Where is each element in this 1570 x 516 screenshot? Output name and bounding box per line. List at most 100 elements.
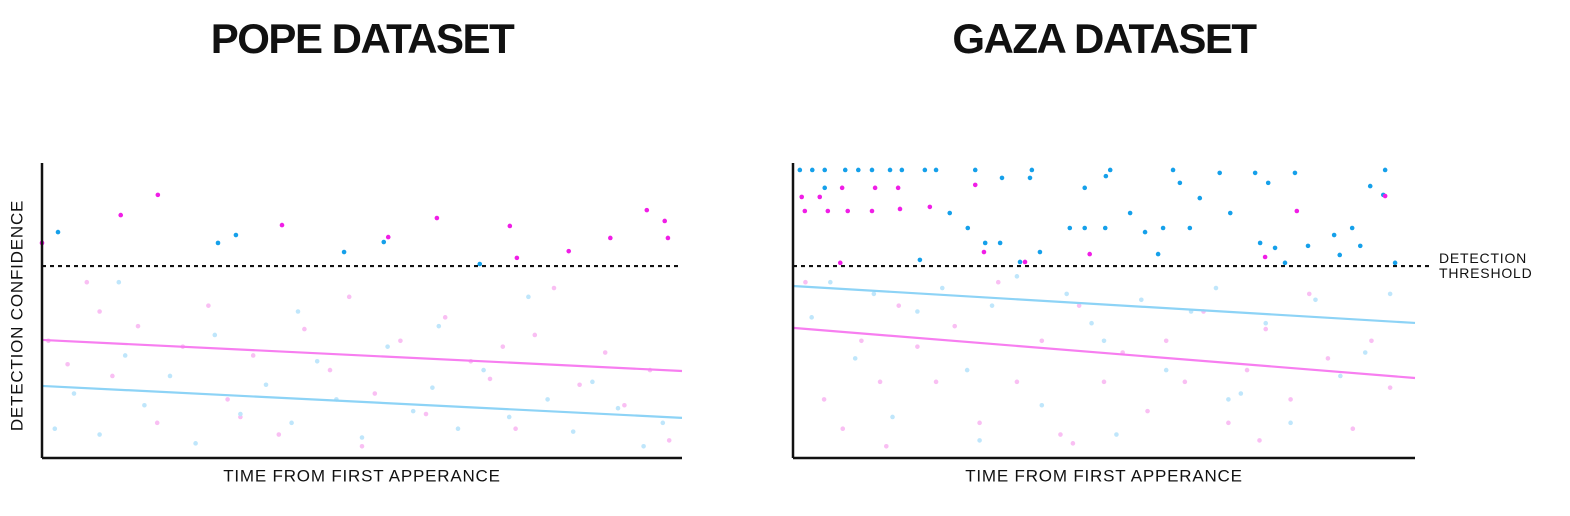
data-point bbox=[602, 350, 608, 355]
data-point bbox=[917, 257, 923, 263]
data-point bbox=[1331, 232, 1337, 238]
data-point bbox=[809, 315, 814, 320]
data-point bbox=[1029, 167, 1035, 173]
data-point bbox=[797, 167, 803, 173]
data-point bbox=[1226, 420, 1231, 426]
data-point bbox=[118, 212, 124, 218]
data-point bbox=[1362, 350, 1368, 355]
data-point bbox=[1367, 183, 1373, 189]
data-point bbox=[887, 167, 893, 173]
data-point bbox=[570, 429, 576, 434]
data-point bbox=[566, 248, 572, 254]
data-point bbox=[641, 443, 646, 449]
data-point bbox=[514, 255, 520, 261]
data-point bbox=[965, 225, 971, 231]
data-point bbox=[799, 194, 805, 200]
data-point bbox=[972, 182, 978, 188]
data-point bbox=[142, 402, 147, 408]
data-point bbox=[803, 279, 808, 285]
data-point bbox=[545, 397, 550, 402]
data-point bbox=[1305, 243, 1311, 249]
data-point bbox=[1349, 225, 1355, 231]
data-point bbox=[506, 414, 512, 420]
data-point bbox=[65, 361, 70, 367]
data-point bbox=[1082, 225, 1088, 231]
data-point bbox=[1102, 225, 1108, 231]
data-point bbox=[608, 235, 613, 241]
data-point bbox=[71, 391, 77, 396]
data-point bbox=[385, 234, 391, 240]
data-point bbox=[481, 367, 486, 373]
data-point bbox=[890, 414, 895, 420]
data-point bbox=[110, 373, 115, 379]
data-point bbox=[1313, 297, 1318, 303]
data-point bbox=[381, 239, 387, 245]
data-point bbox=[442, 315, 448, 320]
data-point bbox=[1101, 338, 1107, 344]
data-point bbox=[1076, 303, 1082, 308]
data-point bbox=[1114, 432, 1119, 437]
data-point bbox=[1064, 291, 1069, 297]
data-point bbox=[897, 206, 903, 212]
data-point bbox=[822, 167, 828, 173]
data-point bbox=[167, 373, 173, 379]
data-point bbox=[455, 426, 461, 432]
data-point bbox=[410, 408, 416, 414]
data-point bbox=[1187, 225, 1193, 231]
data-point bbox=[915, 344, 920, 349]
data-point bbox=[1263, 320, 1269, 326]
data-point bbox=[193, 441, 198, 446]
data-point bbox=[825, 208, 831, 214]
data-point bbox=[802, 208, 808, 214]
data-point bbox=[1107, 167, 1113, 173]
data-point bbox=[666, 438, 672, 443]
data-point bbox=[1262, 254, 1268, 260]
data-point bbox=[1039, 338, 1045, 344]
data-point bbox=[817, 194, 823, 200]
data-point bbox=[839, 185, 845, 191]
data-point bbox=[856, 167, 861, 173]
data-point bbox=[1213, 285, 1219, 291]
data-point bbox=[513, 426, 518, 432]
data-point bbox=[341, 249, 347, 255]
data-point bbox=[263, 382, 269, 388]
data-point bbox=[577, 382, 582, 388]
data-point bbox=[295, 309, 301, 314]
data-point bbox=[487, 376, 493, 382]
data-point bbox=[845, 208, 851, 214]
data-point bbox=[665, 235, 671, 241]
data-point bbox=[215, 240, 221, 246]
data-point bbox=[1257, 240, 1263, 246]
data-point bbox=[1265, 180, 1271, 186]
data-point bbox=[1292, 170, 1298, 176]
data-point bbox=[662, 218, 668, 224]
data-point bbox=[225, 397, 230, 402]
data-point bbox=[872, 185, 878, 191]
data-point bbox=[1217, 170, 1222, 176]
data-point bbox=[398, 338, 403, 344]
data-point bbox=[989, 303, 995, 308]
data-point bbox=[372, 391, 378, 396]
data-point bbox=[1226, 397, 1231, 402]
data-point bbox=[500, 344, 506, 349]
data-point bbox=[532, 332, 538, 338]
data-point bbox=[434, 215, 440, 221]
data-point bbox=[1272, 245, 1278, 251]
data-point bbox=[1087, 251, 1092, 257]
data-point bbox=[122, 353, 128, 358]
data-point bbox=[1170, 167, 1176, 173]
data-point bbox=[660, 420, 666, 426]
data-point bbox=[622, 402, 627, 408]
data-point bbox=[590, 379, 595, 385]
data-point bbox=[135, 323, 141, 329]
data-point bbox=[289, 420, 294, 426]
data-point bbox=[837, 260, 843, 266]
data-point bbox=[1263, 326, 1269, 332]
data-point bbox=[97, 432, 102, 437]
data-point bbox=[1014, 274, 1020, 279]
y-axis-label: DETECTION CONFIDENCE bbox=[7, 200, 26, 431]
data-point bbox=[1142, 229, 1148, 235]
data-point bbox=[551, 285, 557, 291]
